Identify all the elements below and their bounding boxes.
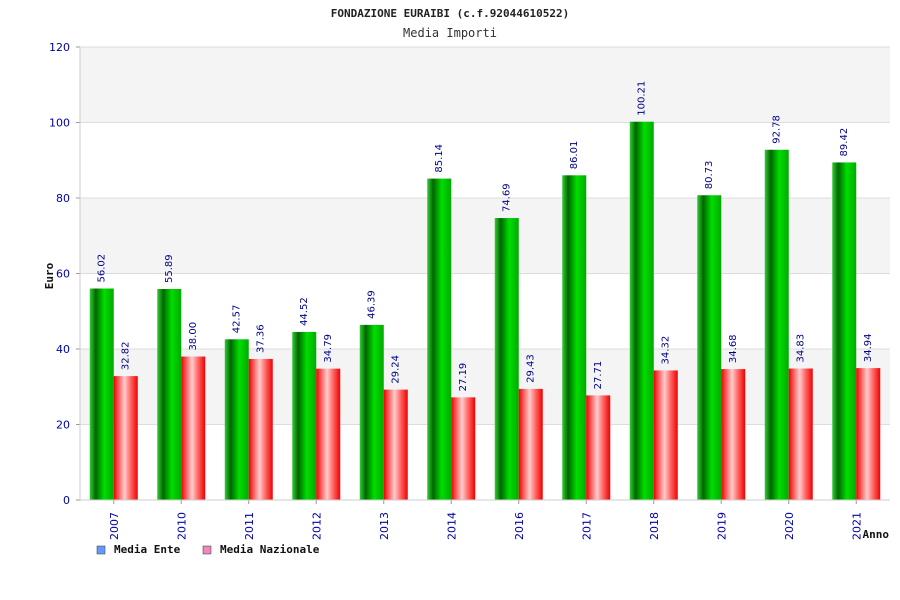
data-label: 34.94 <box>863 333 874 362</box>
y-tick-label: 40 <box>56 343 70 356</box>
data-label: 80.73 <box>704 161 715 190</box>
x-tick-label: 2021 <box>850 512 863 540</box>
data-label: 34.79 <box>323 334 334 363</box>
plot-band <box>80 349 890 425</box>
data-labels: 56.02 32.82 55.89 38.00 42.57 37.36 44.52 34.79… <box>97 81 875 392</box>
bar-media-ente-2011 <box>224 339 249 500</box>
x-tick-label: 2016 <box>513 512 526 540</box>
y-tick-label: 60 <box>56 268 70 281</box>
plot-band <box>80 273 890 349</box>
x-tick-label: 2010 <box>175 512 188 540</box>
y-axis-label: Euro <box>43 262 56 289</box>
data-label: 34.68 <box>728 334 739 363</box>
chart-title: FONDAZIONE EURAIBI (c.f.92044610522) <box>331 7 569 20</box>
x-tick-label: 2019 <box>715 512 728 540</box>
bar-media-nazionale-2016 <box>518 388 543 500</box>
bars <box>89 121 881 501</box>
data-label: 27.19 <box>458 363 469 392</box>
y-tick-label: 20 <box>56 419 70 432</box>
legend-label-media-ente: Media Ente <box>114 543 181 556</box>
bar-media-nazionale-2007 <box>113 376 138 500</box>
data-label: 29.24 <box>391 355 402 384</box>
bar-media-ente-2012 <box>292 331 317 500</box>
data-label: 42.57 <box>232 305 243 334</box>
data-label: 74.69 <box>502 183 513 212</box>
plot-band <box>80 198 890 274</box>
y-tick-label: 100 <box>49 117 70 130</box>
bar-media-ente-2007 <box>89 288 114 500</box>
bar-media-ente-2017 <box>562 175 587 500</box>
bar-media-nazionale-2018 <box>653 370 678 500</box>
bar-media-nazionale-2017 <box>586 395 611 500</box>
data-label: 85.14 <box>434 144 445 173</box>
bar-media-nazionale-2020 <box>788 368 813 500</box>
legend-swatch-media-ente <box>96 545 106 555</box>
data-label: 86.01 <box>569 141 580 170</box>
data-label: 37.36 <box>256 324 267 353</box>
x-tick-label: 2014 <box>445 512 458 540</box>
x-axis-ticks: 2007 2010 2011 2012 2013 2014 2016 2017 2018 2019… <box>108 500 863 540</box>
data-label: 55.89 <box>164 254 175 283</box>
x-tick-label: 2007 <box>108 512 121 540</box>
data-label: 38.00 <box>188 322 199 351</box>
legend-label-media-nazionale: Media Nazionale <box>220 543 320 556</box>
y-tick-label: 80 <box>56 192 70 205</box>
x-tick-label: 2011 <box>243 512 256 540</box>
bar-media-ente-2021 <box>832 162 857 500</box>
data-label: 34.32 <box>661 336 672 365</box>
x-axis-label: Anno <box>863 528 890 541</box>
x-tick-label: 2013 <box>378 512 391 540</box>
bar-media-nazionale-2019 <box>721 369 746 500</box>
data-label: 100.21 <box>637 81 648 116</box>
x-tick-label: 2020 <box>783 512 796 540</box>
x-tick-label: 2017 <box>580 512 593 540</box>
bar-media-ente-2013 <box>359 324 384 500</box>
y-tick-label: 0 <box>63 494 70 507</box>
plot-background <box>80 47 890 500</box>
bar-media-nazionale-2010 <box>181 356 206 500</box>
data-label: 29.43 <box>526 354 537 383</box>
data-label: 56.02 <box>97 254 108 283</box>
data-label: 89.42 <box>839 128 850 157</box>
x-tick-label: 2018 <box>648 512 661 540</box>
data-label: 27.71 <box>593 361 604 390</box>
x-tick-label: 2012 <box>310 512 323 540</box>
bar-media-nazionale-2013 <box>383 389 408 500</box>
bar-media-ente-2020 <box>764 149 789 500</box>
plot-band <box>80 122 890 198</box>
bar-media-nazionale-2012 <box>316 368 341 500</box>
chart-subtitle: Media Importi <box>403 26 497 40</box>
plot-band <box>80 47 890 123</box>
legend-swatch-media-nazionale <box>202 545 212 555</box>
data-label: 44.52 <box>299 297 310 326</box>
bar-media-ente-2019 <box>697 195 722 500</box>
data-label: 34.83 <box>796 334 807 363</box>
bar-media-nazionale-2014 <box>451 397 476 500</box>
plot-band <box>80 424 890 500</box>
bar-media-ente-2018 <box>629 121 654 501</box>
data-label: 92.78 <box>772 115 783 144</box>
bar-media-ente-2014 <box>427 178 452 500</box>
y-tick-label: 120 <box>49 41 70 54</box>
bar-media-nazionale-2011 <box>248 358 273 500</box>
bar-media-ente-2016 <box>494 218 519 500</box>
legend: Media Ente Media Nazionale <box>96 543 320 556</box>
bar-media-ente-2010 <box>157 289 182 500</box>
data-label: 46.39 <box>367 290 378 319</box>
y-axis-ticks: 0 20 40 60 80 100 120 <box>49 41 80 507</box>
data-label: 32.82 <box>121 341 132 370</box>
bar-media-nazionale-2021 <box>856 368 881 500</box>
